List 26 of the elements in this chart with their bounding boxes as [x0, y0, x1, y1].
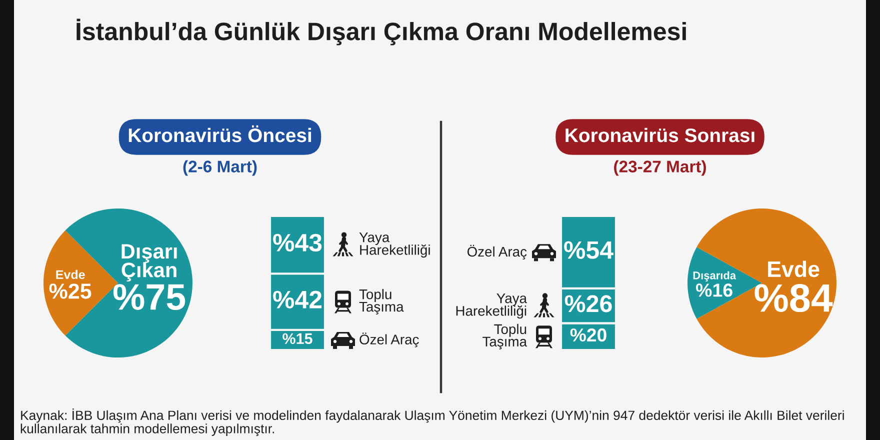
chart-subtitle: (23-27 Mart) [614, 160, 706, 176]
data-label: %75 [113, 284, 186, 310]
text: Toplu Taşıma [359, 289, 404, 314]
legend-label: Özel Araç [360, 332, 419, 348]
data-label: %54 [564, 241, 614, 259]
text: Kaynak: İBB Ulaşım Ana Planı verisi ve modelinden faydalanarak Ulaşım Yönetim Merkezi (UYM)’nin 947 dedektör verisi ile Akıllı Bilet verileri kullanılarak tahmin modellemesi yapılmıştır. [20, 408, 844, 436]
text: İstanbul’da Günlük Dışarı Çıkma Oranı Modellemesi [76, 18, 686, 46]
slice-label: Dışarıda [693, 271, 736, 282]
data-label: %42 [273, 290, 322, 308]
data-label: %84 [754, 284, 833, 312]
data-label: %43 [273, 234, 322, 252]
chart-title: Koronavirüs Sonrası [566, 128, 754, 142]
chart-subtitle: (2-6 Mart) [183, 160, 257, 176]
text: Yaya Hareketliliği [359, 232, 430, 258]
legend-label: Özel Araç [467, 244, 527, 260]
data-label: %16 [696, 283, 732, 297]
slice-label: Evde [56, 270, 85, 280]
text: Toplu Taşıma [482, 324, 527, 350]
data-label: %20 [570, 328, 606, 342]
text: Yaya Hareketliliği [456, 294, 527, 319]
data-label: %15 [282, 333, 312, 344]
slice-label: Dışarı Çıkan [122, 244, 177, 282]
data-label: %25 [49, 284, 92, 299]
slice-label: Evde [768, 260, 820, 278]
chart-title: Koronavirüs Öncesi [128, 125, 312, 142]
data-label: %26 [564, 295, 612, 312]
